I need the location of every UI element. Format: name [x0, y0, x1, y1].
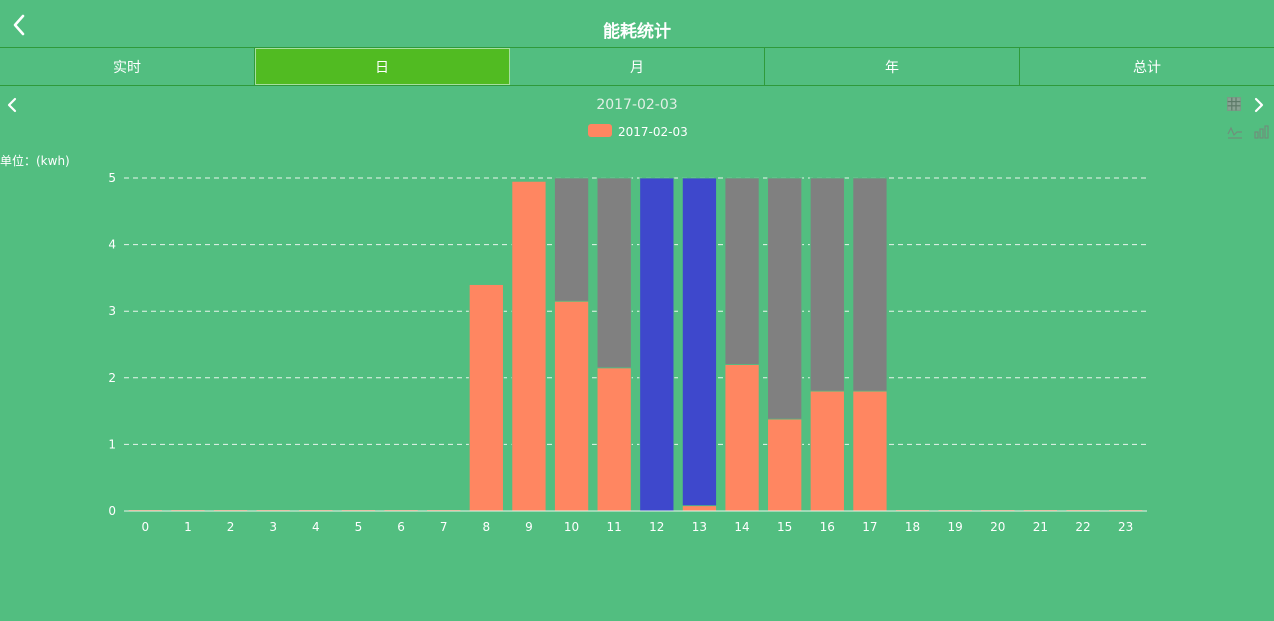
y-tick-label: 2 [108, 371, 116, 385]
bar-segment [852, 390, 888, 512]
chevron-left-icon [13, 14, 25, 36]
bar-segment [724, 177, 760, 365]
bar-view-button[interactable] [1253, 124, 1269, 140]
bar-segment [554, 177, 590, 302]
tab-year[interactable]: 年 [765, 48, 1020, 85]
back-button[interactable] [8, 12, 32, 38]
date-navigation: 2017-02-03 [0, 92, 1274, 118]
bar-segment [681, 505, 717, 512]
bar-segment [809, 390, 845, 512]
x-tick-label: 18 [905, 520, 920, 534]
current-date: 2017-02-03 [596, 97, 678, 113]
x-tick-label: 13 [692, 520, 707, 534]
chevron-left-icon [7, 97, 17, 113]
y-tick-label: 3 [108, 304, 116, 318]
tab-total[interactable]: 总计 [1133, 59, 1161, 76]
bar-segment [809, 177, 845, 392]
legend-label: 2017-02-03 [618, 125, 688, 139]
unit-label: 单位：(kwh) [0, 154, 70, 168]
bar-segment [596, 177, 632, 369]
bar-segment [511, 180, 547, 512]
x-tick-label: 14 [734, 520, 749, 534]
x-tick-label: 16 [820, 520, 835, 534]
table-view-button[interactable] [1227, 97, 1241, 111]
x-tick-label: 1 [184, 520, 192, 534]
previous-date-button[interactable] [4, 96, 20, 114]
y-tick-label: 0 [108, 504, 116, 518]
chart-legend: 2017-02-03 [588, 124, 688, 139]
x-tick-label: 8 [482, 520, 490, 534]
bar-segment [767, 177, 803, 420]
header-bar: 能耗统计 [0, 0, 1274, 48]
x-tick-label: 6 [397, 520, 405, 534]
x-tick-label: 0 [141, 520, 149, 534]
bar-segment [767, 418, 803, 512]
x-tick-label: 17 [862, 520, 877, 534]
tab-realtime[interactable]: 实时 [0, 48, 255, 85]
x-tick-label: 3 [269, 520, 277, 534]
tab-day[interactable]: 日 [255, 48, 510, 85]
tab-month[interactable]: 月 [510, 48, 765, 85]
x-tick-label: 10 [564, 520, 579, 534]
x-tick-label: 5 [355, 520, 363, 534]
table-icon [1227, 97, 1241, 111]
legend-swatch [588, 124, 612, 137]
line-view-button[interactable] [1227, 124, 1243, 140]
x-tick-label: 19 [948, 520, 963, 534]
period-tabs: 实时 日 月 年 总计 [0, 47, 1274, 86]
x-tick-label: 2 [227, 520, 235, 534]
y-tick-label: 4 [108, 238, 116, 252]
y-tick-label: 1 [108, 437, 116, 451]
x-tick-label: 7 [440, 520, 448, 534]
bar-segment [852, 177, 888, 392]
bar-segment [468, 284, 504, 512]
x-tick-label: 15 [777, 520, 792, 534]
x-tick-label: 22 [1075, 520, 1090, 534]
x-tick-label: 11 [607, 520, 622, 534]
x-tick-label: 20 [990, 520, 1005, 534]
bar-segment [639, 177, 675, 512]
bar-segment [596, 367, 632, 512]
chevron-right-icon [1254, 97, 1264, 113]
bar-segment [681, 177, 717, 507]
bar-segment [554, 300, 590, 512]
y-tick-label: 5 [108, 171, 116, 185]
page-title: 能耗统计 [603, 22, 671, 42]
bar-segment [724, 364, 760, 512]
x-tick-label: 9 [525, 520, 533, 534]
x-tick-label: 12 [649, 520, 664, 534]
x-tick-label: 21 [1033, 520, 1048, 534]
next-date-button[interactable] [1251, 96, 1267, 114]
x-tick-label: 4 [312, 520, 320, 534]
line-chart-icon [1227, 126, 1242, 139]
bar-chart-icon [1254, 125, 1269, 139]
x-tick-label: 23 [1118, 520, 1133, 534]
